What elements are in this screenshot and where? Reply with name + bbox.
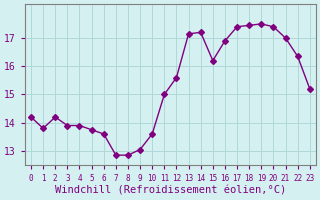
X-axis label: Windchill (Refroidissement éolien,°C): Windchill (Refroidissement éolien,°C) bbox=[55, 186, 286, 196]
